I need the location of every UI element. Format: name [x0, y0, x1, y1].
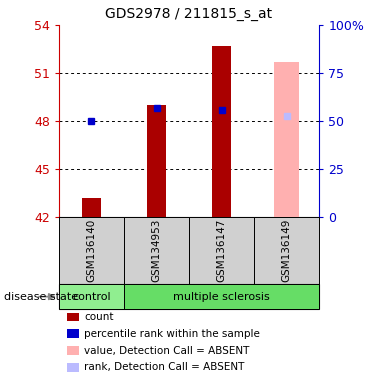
- Bar: [254, 217, 319, 284]
- Text: rank, Detection Call = ABSENT: rank, Detection Call = ABSENT: [84, 362, 245, 372]
- Text: control: control: [72, 291, 111, 302]
- Text: value, Detection Call = ABSENT: value, Detection Call = ABSENT: [84, 346, 250, 356]
- Bar: [274, 62, 299, 217]
- Title: GDS2978 / 211815_s_at: GDS2978 / 211815_s_at: [106, 7, 272, 21]
- Text: percentile rank within the sample: percentile rank within the sample: [84, 329, 260, 339]
- Bar: [59, 284, 124, 309]
- Text: count: count: [84, 312, 114, 322]
- Bar: [212, 46, 231, 217]
- Text: GSM134953: GSM134953: [152, 219, 162, 282]
- Text: GSM136140: GSM136140: [86, 219, 97, 282]
- Bar: [124, 217, 189, 284]
- Text: GSM136149: GSM136149: [282, 219, 292, 282]
- Text: multiple sclerosis: multiple sclerosis: [173, 291, 270, 302]
- Text: disease state: disease state: [4, 291, 78, 302]
- Bar: [124, 284, 319, 309]
- Text: GSM136147: GSM136147: [217, 219, 226, 282]
- Bar: [59, 217, 124, 284]
- Bar: [147, 105, 166, 217]
- Bar: [82, 198, 101, 217]
- Bar: [189, 217, 254, 284]
